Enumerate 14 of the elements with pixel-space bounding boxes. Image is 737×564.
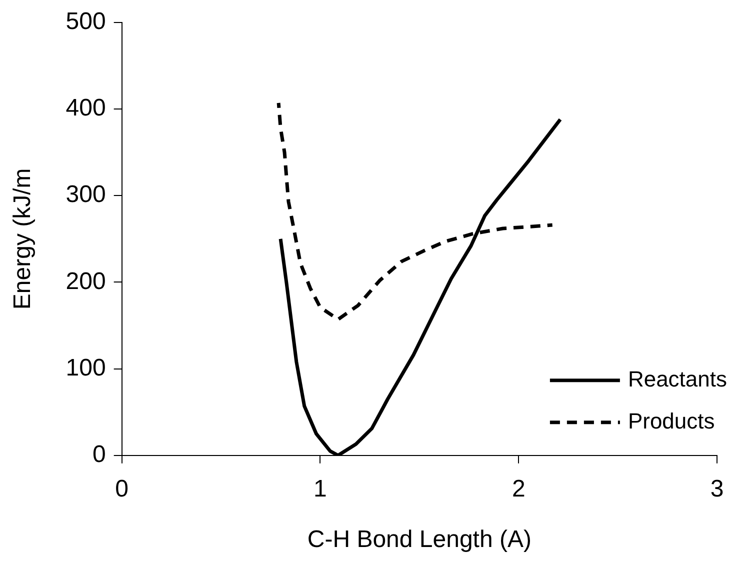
x-tick-label: 0 [115, 475, 129, 502]
y-tick-label: 400 [66, 94, 106, 122]
y-axis-title: Energy (kJ/m [9, 168, 36, 310]
x-tick-label: 1 [314, 475, 327, 502]
x-axis-title: C-H Bond Length (A) [307, 526, 532, 554]
legend-label: Reactants [628, 366, 728, 392]
y-tick-label: 0 [92, 441, 106, 468]
y-tick-label: 200 [66, 268, 106, 295]
y-tick-label: 500 [66, 8, 106, 36]
y-tick-label: 100 [66, 354, 106, 382]
y-tick-label: 300 [66, 181, 106, 208]
x-tick-label: 2 [512, 475, 526, 502]
legend-label: Products [628, 408, 715, 434]
x-tick-label: 3 [710, 475, 724, 502]
